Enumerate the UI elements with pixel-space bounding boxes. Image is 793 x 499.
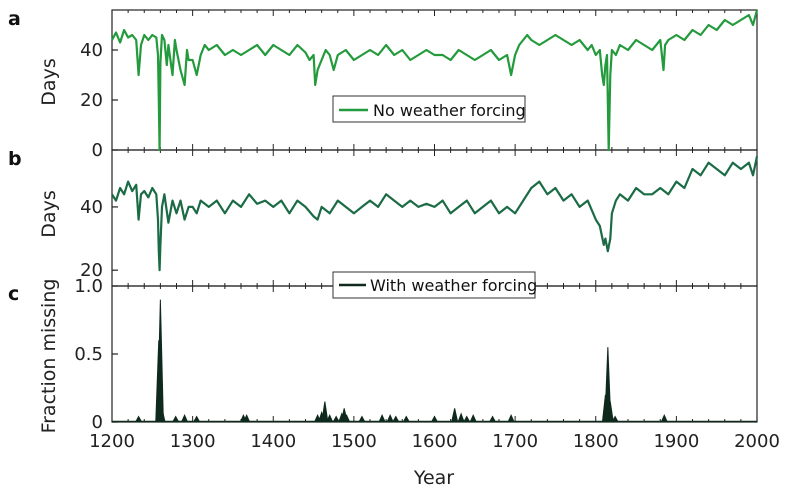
legend-a-label: No weather forcing — [373, 101, 526, 120]
panel-letter-c: c — [8, 283, 19, 305]
panel-letter-a: a — [8, 8, 21, 30]
panel-b-series-line — [111, 156, 759, 272]
panel-letter-b: b — [8, 148, 22, 170]
panel-a-ytick-label: 40 — [80, 40, 103, 61]
x-tick-label: 1200 — [89, 431, 135, 452]
x-axis-title: Year — [413, 467, 454, 489]
panel-c-frame — [111, 285, 758, 423]
panel-c-ytick-label: 1.0 — [74, 276, 103, 297]
panel-a-frame — [111, 9, 758, 151]
x-tick-label: 1300 — [170, 431, 216, 452]
panel-c-spike — [321, 401, 329, 423]
panel-a-ytick-label: 20 — [80, 90, 103, 111]
legend-a: No weather forcing — [332, 95, 526, 123]
x-tick-label: 1900 — [653, 431, 699, 452]
panel-b-ytick-label: 40 — [80, 197, 103, 218]
panel-b-ytick-label: 20 — [80, 260, 103, 281]
x-tick-label: 2000 — [734, 431, 780, 452]
panel-a-series-line — [111, 9, 759, 152]
x-tick-label: 1500 — [331, 431, 377, 452]
panel-b-frame — [111, 149, 758, 287]
panel-a-ytick-label: 0 — [92, 140, 103, 161]
panel-b-ylabel: Days — [38, 190, 60, 237]
panel-c-ytick-label: 0 — [92, 412, 103, 433]
panel-c-ytick-label: 0.5 — [74, 344, 103, 365]
panel-c-ylabel: Fraction missing — [38, 279, 60, 434]
x-tick-label: 1600 — [412, 431, 458, 452]
x-tick-label: 1700 — [492, 431, 538, 452]
legend-b: With weather forcing — [332, 271, 537, 299]
axis-ticks: 0 20 40 20 40 0 0.5 1.0 1200 1300 1400 1500 1600 1700… — [74, 10, 780, 452]
panel-c-spike — [451, 408, 459, 423]
panel-a-ylabel: Days — [38, 58, 60, 105]
legend-b-box — [332, 271, 536, 299]
data-series — [111, 9, 759, 423]
legend-b-label: With weather forcing — [370, 276, 537, 295]
x-tick-label: 1400 — [250, 431, 296, 452]
x-tick-label: 1800 — [573, 431, 619, 452]
